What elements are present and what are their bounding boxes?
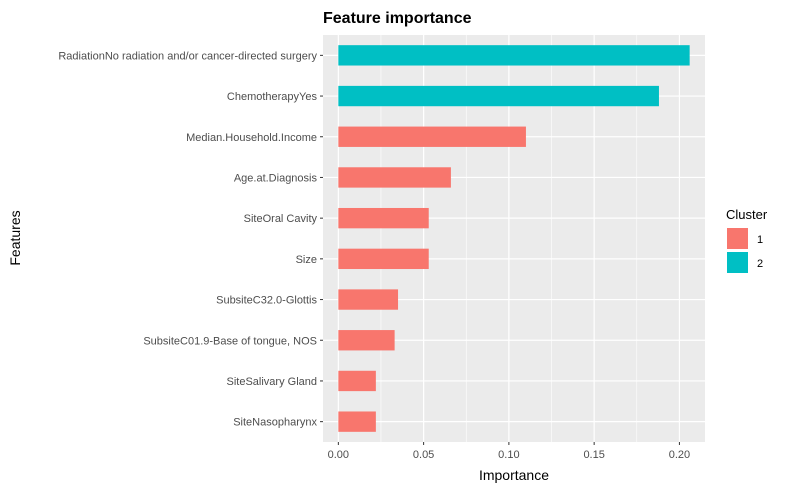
y-tick-label: SubsiteC32.0-Glottis xyxy=(216,295,317,307)
y-tick-label: Median.Household.Income xyxy=(186,132,317,144)
y-tick-label: SubsiteC01.9-Base of tongue, NOS xyxy=(143,335,317,347)
y-tick-label: SiteOral Cavity xyxy=(244,213,318,225)
x-tick-label: 0.00 xyxy=(328,449,349,461)
legend: Cluster 1 2 xyxy=(726,207,768,273)
bar xyxy=(338,289,399,310)
y-tick-label: SiteNasopharynx xyxy=(233,417,317,429)
bar xyxy=(338,248,429,270)
x-axis-title: Importance xyxy=(479,467,549,483)
y-tick-label: ChemotherapyYes xyxy=(227,91,318,103)
x-axis-tick-labels: 0.00 0.05 0.10 0.15 0.20 xyxy=(328,442,690,461)
bar xyxy=(338,126,526,147)
legend-key-cluster-2 xyxy=(727,252,748,273)
bar xyxy=(338,45,690,66)
bar xyxy=(338,370,376,392)
x-tick-label: 0.10 xyxy=(498,449,519,461)
bar xyxy=(338,330,395,351)
y-tick-label: RadiationNo radiation and/or cancer-dire… xyxy=(58,50,317,62)
legend-key-cluster-1 xyxy=(727,228,748,249)
x-tick-label: 0.20 xyxy=(669,449,690,461)
x-tick-label: 0.05 xyxy=(413,449,434,461)
bar xyxy=(338,207,429,229)
bar xyxy=(338,85,659,107)
y-axis-tick-labels: RadiationNo radiation and/or cancer-dire… xyxy=(58,50,323,429)
y-axis-title: Features xyxy=(7,210,23,265)
chart-title: Feature importance xyxy=(323,10,472,27)
legend-title: Cluster xyxy=(726,207,768,222)
bar xyxy=(338,411,376,432)
y-tick-label: SiteSalivary Gland xyxy=(227,376,318,388)
bar xyxy=(338,167,451,188)
bars xyxy=(338,45,690,432)
legend-label-cluster-2: 2 xyxy=(757,258,763,270)
y-tick-label: Size xyxy=(296,254,317,266)
legend-label-cluster-1: 1 xyxy=(757,234,763,246)
y-tick-label: Age.at.Diagnosis xyxy=(234,172,318,184)
x-tick-label: 0.15 xyxy=(583,449,604,461)
